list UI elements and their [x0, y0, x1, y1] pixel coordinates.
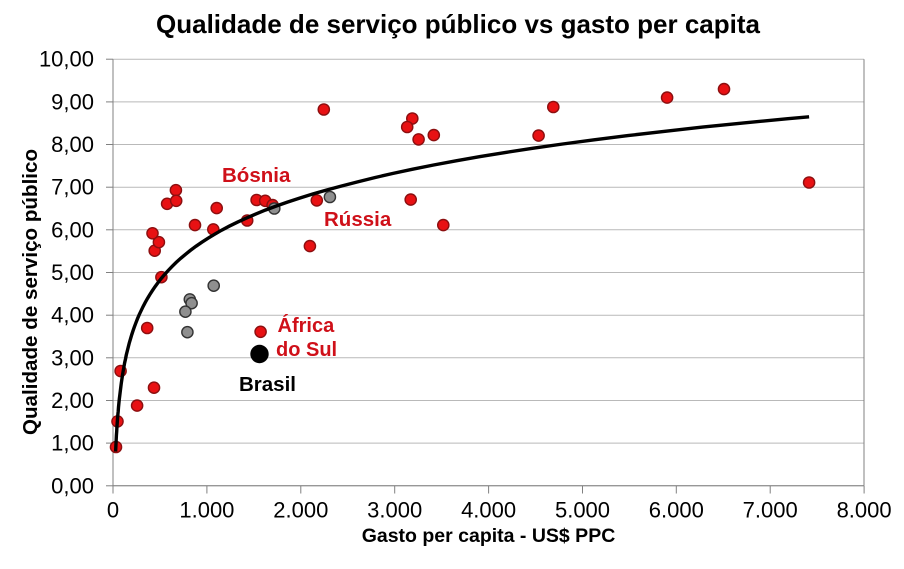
svg-text:Gasto per capita - US$ PPC: Gasto per capita - US$ PPC — [362, 525, 616, 547]
svg-text:1,00: 1,00 — [51, 431, 94, 456]
svg-text:2,00: 2,00 — [51, 388, 94, 413]
svg-text:10,00: 10,00 — [39, 47, 94, 72]
svg-text:2.000: 2.000 — [273, 498, 328, 523]
svg-text:4.000: 4.000 — [461, 498, 516, 523]
svg-text:3.000: 3.000 — [367, 498, 422, 523]
svg-text:4,00: 4,00 — [51, 303, 94, 328]
svg-text:do Sul: do Sul — [276, 339, 337, 361]
svg-text:6.000: 6.000 — [649, 498, 704, 523]
svg-text:Qualidade de serviço público v: Qualidade de serviço público vs gasto pe… — [156, 9, 761, 39]
svg-text:Bósnia: Bósnia — [222, 164, 291, 187]
svg-text:8.000: 8.000 — [837, 498, 892, 523]
svg-text:3,00: 3,00 — [51, 345, 94, 370]
svg-text:9,00: 9,00 — [51, 89, 94, 114]
svg-text:5.000: 5.000 — [555, 498, 610, 523]
svg-text:0,00: 0,00 — [51, 473, 94, 498]
svg-text:0: 0 — [107, 498, 119, 523]
svg-text:África: África — [278, 314, 336, 337]
svg-text:7.000: 7.000 — [743, 498, 798, 523]
svg-text:Brasil: Brasil — [239, 373, 296, 396]
svg-text:8,00: 8,00 — [51, 132, 94, 157]
svg-text:6,00: 6,00 — [51, 217, 94, 242]
svg-text:Rússia: Rússia — [324, 208, 392, 231]
svg-text:5,00: 5,00 — [51, 260, 94, 285]
svg-text:1.000: 1.000 — [179, 498, 234, 523]
svg-text:7,00: 7,00 — [51, 175, 94, 200]
svg-text:Qualidade de serviço público: Qualidade de serviço público — [19, 149, 42, 435]
